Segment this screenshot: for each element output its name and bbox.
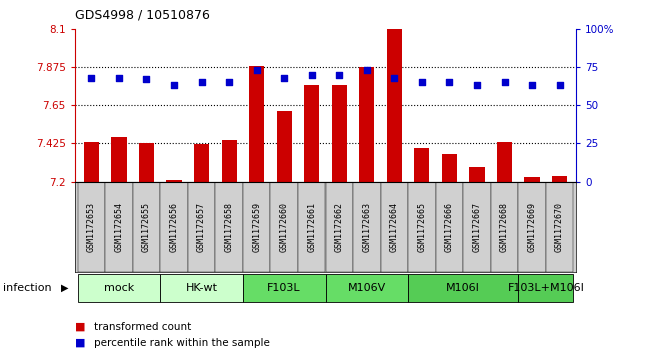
Text: GSM1172664: GSM1172664: [390, 202, 399, 252]
Text: GSM1172662: GSM1172662: [335, 202, 344, 252]
Text: percentile rank within the sample: percentile rank within the sample: [94, 338, 270, 348]
FancyBboxPatch shape: [77, 274, 160, 302]
Text: GSM1172666: GSM1172666: [445, 202, 454, 252]
Bar: [187, 182, 215, 272]
Bar: [215, 182, 243, 272]
Point: [114, 75, 124, 81]
Text: F103L+M106I: F103L+M106I: [507, 283, 585, 293]
Text: GSM1172668: GSM1172668: [500, 202, 509, 252]
Text: infection: infection: [3, 283, 52, 293]
FancyBboxPatch shape: [243, 274, 326, 302]
Point: [197, 79, 207, 85]
Text: GDS4998 / 10510876: GDS4998 / 10510876: [75, 9, 210, 22]
Point: [141, 77, 152, 82]
Text: GSM1172654: GSM1172654: [115, 202, 124, 252]
Bar: [249, 66, 264, 182]
Text: GSM1172663: GSM1172663: [363, 202, 371, 252]
Text: GSM1172665: GSM1172665: [417, 202, 426, 252]
Bar: [84, 142, 99, 182]
Point: [527, 82, 537, 88]
Text: ▶: ▶: [61, 283, 69, 293]
Point: [334, 72, 344, 78]
Bar: [298, 182, 326, 272]
FancyBboxPatch shape: [518, 274, 574, 302]
Bar: [414, 148, 430, 182]
Bar: [105, 182, 133, 272]
Bar: [491, 182, 518, 272]
Text: HK-wt: HK-wt: [186, 283, 217, 293]
Bar: [111, 136, 126, 182]
Point: [307, 72, 317, 78]
Point: [251, 67, 262, 73]
Text: M106I: M106I: [447, 283, 480, 293]
Bar: [139, 143, 154, 182]
FancyBboxPatch shape: [326, 274, 408, 302]
Bar: [133, 182, 160, 272]
Text: GSM1172661: GSM1172661: [307, 202, 316, 252]
Bar: [387, 29, 402, 182]
Point: [389, 75, 400, 81]
Bar: [552, 176, 567, 182]
Bar: [436, 182, 464, 272]
Point: [555, 82, 565, 88]
Bar: [243, 182, 270, 272]
Bar: [160, 182, 187, 272]
Point: [86, 75, 96, 81]
Text: GSM1172669: GSM1172669: [527, 202, 536, 252]
Bar: [464, 182, 491, 272]
Bar: [326, 182, 353, 272]
Bar: [442, 154, 457, 182]
Point: [444, 79, 454, 85]
Text: GSM1172653: GSM1172653: [87, 202, 96, 252]
FancyBboxPatch shape: [408, 274, 518, 302]
Point: [224, 79, 234, 85]
Point: [472, 82, 482, 88]
Bar: [518, 182, 546, 272]
Point: [169, 82, 179, 88]
Text: GSM1172667: GSM1172667: [473, 202, 482, 252]
Bar: [304, 85, 319, 182]
Bar: [332, 85, 347, 182]
Point: [417, 79, 427, 85]
Bar: [359, 67, 374, 182]
Bar: [277, 111, 292, 182]
Point: [279, 75, 290, 81]
Text: ■: ■: [75, 338, 85, 348]
Text: GSM1172655: GSM1172655: [142, 202, 151, 252]
Text: GSM1172660: GSM1172660: [280, 202, 288, 252]
Bar: [270, 182, 298, 272]
Text: M106V: M106V: [348, 283, 386, 293]
Bar: [77, 182, 105, 272]
Point: [499, 79, 510, 85]
Text: GSM1172658: GSM1172658: [225, 202, 234, 252]
Text: transformed count: transformed count: [94, 322, 191, 332]
Bar: [381, 182, 408, 272]
Text: GSM1172659: GSM1172659: [252, 202, 261, 252]
FancyBboxPatch shape: [160, 274, 243, 302]
Bar: [194, 144, 209, 182]
Text: GSM1172657: GSM1172657: [197, 202, 206, 252]
Bar: [408, 182, 436, 272]
Bar: [167, 180, 182, 182]
Text: GSM1172670: GSM1172670: [555, 202, 564, 252]
Bar: [525, 177, 540, 182]
Text: mock: mock: [104, 283, 134, 293]
Bar: [221, 140, 237, 182]
Bar: [546, 182, 574, 272]
Bar: [497, 142, 512, 182]
Bar: [469, 167, 484, 182]
Text: GSM1172656: GSM1172656: [169, 202, 178, 252]
Text: F103L: F103L: [268, 283, 301, 293]
Bar: [353, 182, 381, 272]
Text: ■: ■: [75, 322, 85, 332]
Point: [361, 67, 372, 73]
